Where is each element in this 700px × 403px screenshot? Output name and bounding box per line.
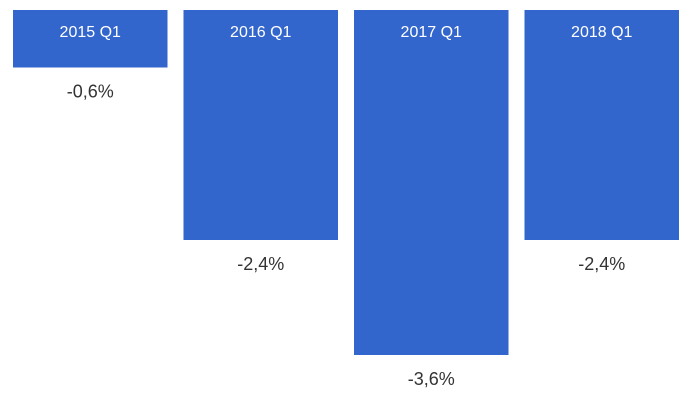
value-labels-group: -0,6% -2,4% -3,6% -2,4% <box>67 82 626 390</box>
category-label: 2018 Q1 <box>571 24 632 41</box>
value-label: -0,6% <box>67 82 114 102</box>
bars-group <box>13 10 679 355</box>
bar-2018-q1 <box>524 10 679 240</box>
value-label: -3,6% <box>408 369 455 389</box>
bar-2017-q1 <box>354 10 509 355</box>
category-label: 2016 Q1 <box>230 24 291 41</box>
category-label: 2015 Q1 <box>60 24 121 41</box>
category-labels-group: 2015 Q1 2016 Q1 2017 Q1 2018 Q1 <box>60 24 633 41</box>
bar-2016-q1 <box>183 10 338 240</box>
category-label: 2017 Q1 <box>401 24 462 41</box>
bar-2015-q1 <box>13 10 168 68</box>
value-label: -2,4% <box>578 254 625 274</box>
value-label: -2,4% <box>237 254 284 274</box>
